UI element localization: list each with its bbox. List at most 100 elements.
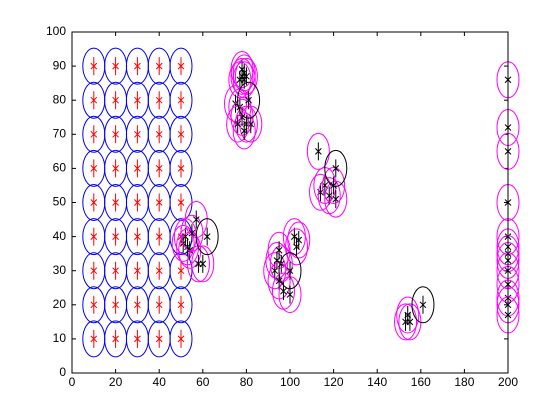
cross-marker [275, 241, 283, 260]
cross-marker [286, 261, 294, 280]
cross-marker [134, 329, 141, 348]
cross-marker [177, 329, 185, 348]
point [324, 149, 348, 187]
point [396, 296, 420, 334]
ellipse-marker [232, 112, 256, 150]
ellipse-marker [169, 320, 193, 358]
cross-marker [177, 295, 185, 314]
cross-marker [404, 306, 412, 325]
point [324, 180, 348, 218]
cross-marker [177, 261, 185, 280]
cross-marker [177, 193, 185, 212]
point [169, 149, 193, 187]
cross-marker [90, 295, 98, 314]
cross-marker [177, 91, 185, 110]
y-tick-label: 60 [53, 161, 67, 175]
ellipse-marker [394, 303, 418, 341]
point [278, 252, 302, 290]
cross-marker [112, 295, 119, 314]
cross-marker [112, 261, 119, 280]
axes-box [71, 31, 509, 374]
cross-marker [155, 295, 163, 314]
ellipse-marker [285, 228, 309, 266]
cross-marker [293, 237, 300, 256]
cross-marker [155, 91, 163, 110]
cross-marker [186, 241, 194, 260]
cross-marker [240, 121, 248, 140]
x-tick-label: 80 [240, 375, 254, 389]
ellipse-marker [396, 296, 420, 334]
ellipse-marker [169, 149, 193, 187]
cross-marker [134, 227, 141, 246]
cross-marker [90, 91, 98, 110]
cross-marker [195, 254, 202, 273]
cross-marker [90, 261, 98, 280]
point [411, 286, 435, 324]
ellipse-marker [237, 81, 261, 119]
y-tick-label: 20 [53, 297, 67, 311]
y-tick-label: 90 [53, 58, 67, 72]
x-tick-label: 100 [280, 375, 300, 389]
x-tick-label: 140 [367, 375, 387, 389]
point [169, 320, 193, 358]
ellipse-marker [278, 252, 302, 290]
ellipse-marker [234, 57, 258, 95]
cross-marker [155, 329, 163, 348]
cross-marker [332, 190, 340, 209]
point [322, 166, 346, 204]
cross-marker [90, 125, 98, 144]
cross-marker [112, 227, 119, 246]
ellipse-marker [169, 47, 193, 85]
cross-marker [90, 193, 98, 212]
plot-area [72, 32, 508, 373]
ellipse-marker [178, 231, 202, 269]
ellipse-marker [195, 218, 219, 256]
cross-marker [112, 91, 119, 110]
point [186, 245, 210, 283]
ellipse-marker [230, 57, 254, 95]
x-tick-label: 0 [69, 375, 76, 389]
ellipse-marker [309, 173, 333, 211]
y-tick-label: 10 [53, 331, 67, 345]
cross-marker [112, 125, 119, 144]
cross-marker [177, 159, 185, 178]
cross-marker [155, 227, 163, 246]
cross-marker [134, 261, 141, 280]
ellipse-marker [186, 245, 210, 283]
y-tick-label: 40 [53, 229, 67, 243]
ellipse-marker [169, 115, 193, 153]
cross-marker [90, 329, 98, 348]
cross-marker [112, 193, 119, 212]
y-tick-label: 30 [53, 263, 67, 277]
point [306, 132, 330, 170]
y-tick-label: 50 [53, 195, 67, 209]
cross-marker [134, 159, 141, 178]
cross-marker [240, 70, 248, 89]
cross-marker [155, 159, 163, 178]
point [285, 228, 309, 266]
point [169, 286, 193, 324]
point [232, 112, 256, 150]
cross-marker [112, 57, 119, 76]
cross-marker [314, 142, 322, 161]
cross-marker [177, 125, 185, 144]
ellipse-marker [234, 105, 258, 143]
point [195, 218, 219, 256]
cross-marker [90, 57, 98, 76]
cross-marker [330, 176, 337, 195]
ellipse-marker [322, 166, 346, 204]
cross-marker [332, 159, 340, 178]
y-tick-label: 70 [53, 126, 67, 140]
point [178, 231, 202, 269]
x-tick-label: 120 [324, 375, 344, 389]
ellipse-marker [411, 286, 435, 324]
cross-marker [134, 125, 141, 144]
cross-marker [112, 329, 119, 348]
ellipse-marker [324, 180, 348, 218]
x-tick-label: 160 [411, 375, 431, 389]
ellipse-marker [171, 224, 195, 262]
ellipse-marker [232, 61, 256, 99]
ellipse-marker [263, 252, 287, 290]
cross-marker [134, 295, 141, 314]
